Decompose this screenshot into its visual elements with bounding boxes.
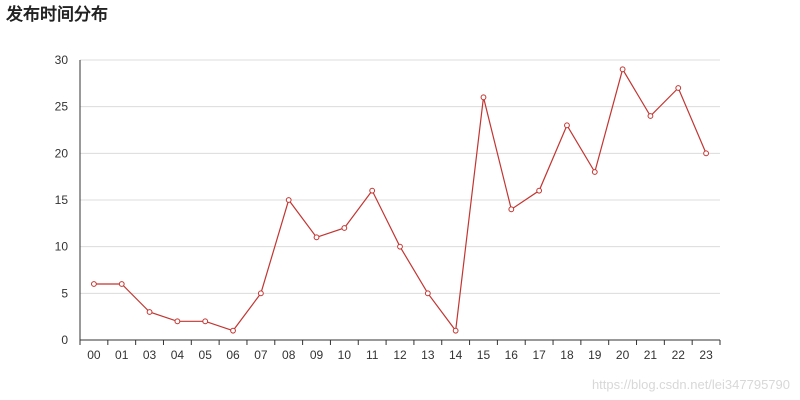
data-point[interactable] xyxy=(564,122,570,129)
x-tick-label: 15 xyxy=(477,348,491,362)
data-point[interactable] xyxy=(257,290,264,297)
data-point[interactable] xyxy=(369,187,376,194)
x-tick-label: 19 xyxy=(588,348,602,362)
data-point[interactable] xyxy=(397,243,403,250)
y-tick-label: 30 xyxy=(55,53,69,67)
x-tick-label: 17 xyxy=(532,348,546,362)
data-point[interactable] xyxy=(341,225,348,231)
data-point[interactable] xyxy=(230,327,236,334)
x-tick-label: 05 xyxy=(199,348,213,362)
data-point[interactable] xyxy=(480,94,487,101)
data-point[interactable] xyxy=(285,197,292,203)
x-tick-label: 04 xyxy=(171,348,185,362)
data-point[interactable] xyxy=(703,150,709,157)
x-tick-label: 08 xyxy=(282,348,296,362)
x-tick-label: 10 xyxy=(338,348,352,362)
data-point[interactable] xyxy=(536,187,543,194)
x-tick-label: 21 xyxy=(644,348,658,362)
x-tick-label: 18 xyxy=(560,348,574,362)
data-point[interactable] xyxy=(146,309,153,315)
data-point[interactable] xyxy=(91,281,97,287)
x-tick-label: 16 xyxy=(505,348,519,362)
x-tick-label: 07 xyxy=(254,348,268,362)
y-tick-label: 10 xyxy=(55,240,69,254)
data-point[interactable] xyxy=(202,318,209,325)
y-tick-labels: 0 5 10 15 20 25 30 xyxy=(55,53,69,347)
data-point[interactable] xyxy=(591,169,598,175)
y-tick-label: 20 xyxy=(55,146,69,160)
grid-lines xyxy=(80,59,720,294)
x-tick-label: 06 xyxy=(226,348,240,362)
x-tick-label: 11 xyxy=(366,348,379,362)
series-layer xyxy=(91,66,709,334)
x-tick-labels: 00 01 03 04 05 06 07 08 09 10 11 12 13 14 15 16 17 18 19 20… xyxy=(87,348,713,362)
y-tick-label: 25 xyxy=(55,100,69,114)
chart-title: 发布时间分布 xyxy=(6,5,108,25)
watermark: https://blog.csdn.net/lei347795790 xyxy=(591,377,790,392)
x-tick-label: 01 xyxy=(115,348,129,362)
x-tick-label: 13 xyxy=(421,348,435,362)
y-tick-label: 0 xyxy=(61,333,68,347)
data-point[interactable] xyxy=(424,290,431,297)
data-point[interactable] xyxy=(313,234,320,241)
x-tick-label: 14 xyxy=(449,348,463,362)
data-point[interactable] xyxy=(452,327,459,334)
data-point[interactable] xyxy=(174,318,181,325)
x-tick-label: 09 xyxy=(310,348,324,362)
x-tick-label: 20 xyxy=(616,348,630,362)
data-point[interactable] xyxy=(675,85,682,91)
x-tick-label: 03 xyxy=(143,348,157,362)
x-tick-label: 23 xyxy=(699,348,713,362)
y-tick-label: 15 xyxy=(55,193,69,207)
data-point[interactable] xyxy=(647,113,654,119)
axes xyxy=(79,60,721,345)
x-tick-label: 00 xyxy=(87,348,101,362)
data-point[interactable] xyxy=(508,206,515,213)
y-tick-label: 5 xyxy=(61,286,68,300)
data-point[interactable] xyxy=(118,281,125,287)
data-point[interactable] xyxy=(619,66,626,73)
x-tick-label: 12 xyxy=(393,348,407,362)
x-tick-label: 22 xyxy=(672,348,686,362)
